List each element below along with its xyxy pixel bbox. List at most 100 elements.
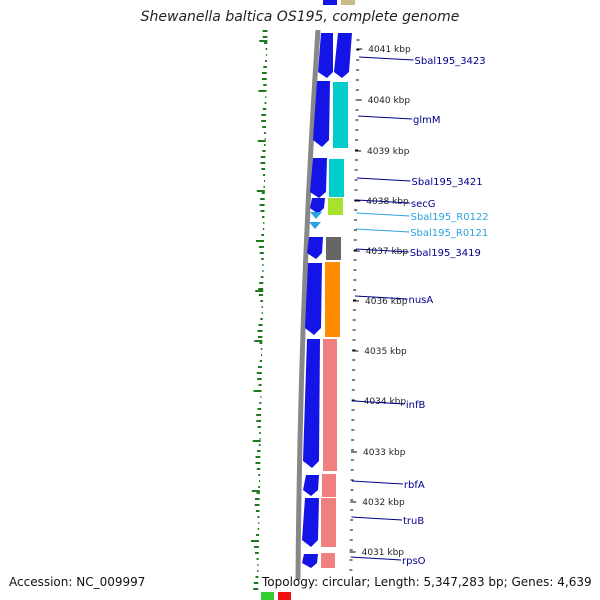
cog-block [321,553,335,568]
gc-dot [264,144,266,146]
gene-feature[interactable] [313,81,330,147]
gc-dot [258,324,263,326]
gc-dot [260,396,262,398]
gc-content-track [251,30,268,590]
tick-label: 4035 kbp [364,347,407,357]
gc-dot [259,438,261,440]
gene-label[interactable]: Sbal195_R0122 [411,212,489,223]
gene-feature[interactable] [310,158,327,198]
gene-label[interactable]: Sbal195_3421 [412,177,483,188]
gene-feature[interactable] [334,33,352,78]
gene-label[interactable]: nusA [409,295,434,306]
gc-dot [262,150,266,152]
tick-label: 4036 kbp [365,297,408,307]
gene-feature[interactable] [303,475,319,496]
cog-block [326,237,341,260]
gc-dot [261,114,267,116]
gene-label[interactable]: rbfA [404,480,425,491]
gene-feature[interactable] [302,554,318,568]
gc-dot [259,342,263,344]
gene-leader-line [353,400,405,405]
cog-block [329,159,344,197]
gene-feature[interactable] [307,237,323,259]
gc-dot [261,354,263,356]
gc-peak [259,40,268,42]
gc-dot [261,234,265,236]
gc-dot [256,492,260,494]
gc-dot [257,426,261,428]
gc-dot [258,336,263,338]
gc-dot [257,570,259,572]
tick-label: 4034 kbp [364,397,407,407]
tick-label: 4041 kbp [368,45,411,55]
gene-label[interactable]: Sbal195_R0121 [410,228,488,239]
gene-feature[interactable] [302,498,319,547]
gc-dot [258,384,262,386]
gc-dot [260,348,263,350]
gc-dot [260,210,265,212]
gc-dot [263,84,267,86]
gc-dot [261,312,263,314]
gc-peak [256,190,265,192]
gc-dot [257,450,261,452]
gene-leader-line [356,212,410,217]
gene-label[interactable]: glmM [413,115,441,126]
gc-peak [258,90,267,92]
gc-dot [266,54,268,56]
gene-label[interactable]: rpsO [402,556,426,567]
gc-dot [259,252,264,254]
gc-peak [254,340,263,342]
gene-label[interactable]: Sbal195_3419 [410,248,481,259]
gc-dot [258,366,262,368]
gc-dot [263,66,267,68]
gene-feature[interactable] [323,0,337,5]
gc-dot [261,192,265,194]
gc-dot [261,306,263,308]
gc-dot [258,246,264,248]
gene-label[interactable]: infB [406,400,426,411]
gc-dot [262,30,268,32]
gc-dot [254,504,260,506]
genome-backbone [295,29,321,581]
gene-feature[interactable] [318,33,333,78]
tick-label: 4040 kbp [368,96,411,106]
gene-label[interactable]: secG [411,199,436,210]
gc-dot [260,156,266,158]
gc-peak [256,240,264,242]
cog-block [328,198,343,215]
gc-dot [259,480,260,482]
gc-dot [261,120,266,122]
gc-peak [257,140,266,142]
tick-label: 4039 kbp [367,147,410,157]
accession-text: Accession: NC_009997 [9,575,146,589]
gene-label[interactable]: truB [403,516,424,527]
cog-block [321,498,336,547]
gc-dot [260,300,263,302]
gc-dot [264,42,268,44]
gc-dot [257,330,263,332]
gene-feature[interactable] [305,263,322,335]
gc-peak [252,440,261,442]
gc-dot [263,186,265,188]
gc-dot [256,420,261,422]
gc-dot [253,588,259,590]
gc-dot [255,456,261,458]
gc-dot [253,582,259,584]
gene-leader-line [355,248,409,253]
rna-feature[interactable] [309,222,321,229]
gc-dot [265,48,268,50]
gene-label[interactable]: Sbal195_3423 [415,56,486,67]
gc-dot [265,60,267,62]
gc-peak [251,540,259,542]
cog-block [333,82,348,148]
gc-dot [254,546,259,548]
gc-peak [251,490,260,492]
gene-feature[interactable] [310,198,325,214]
gc-dot [257,516,260,518]
gc-dot [258,294,264,296]
gc-dot [264,180,265,182]
gc-dot [256,534,260,536]
gene-feature[interactable] [303,339,320,468]
rna-feature[interactable] [310,212,322,219]
